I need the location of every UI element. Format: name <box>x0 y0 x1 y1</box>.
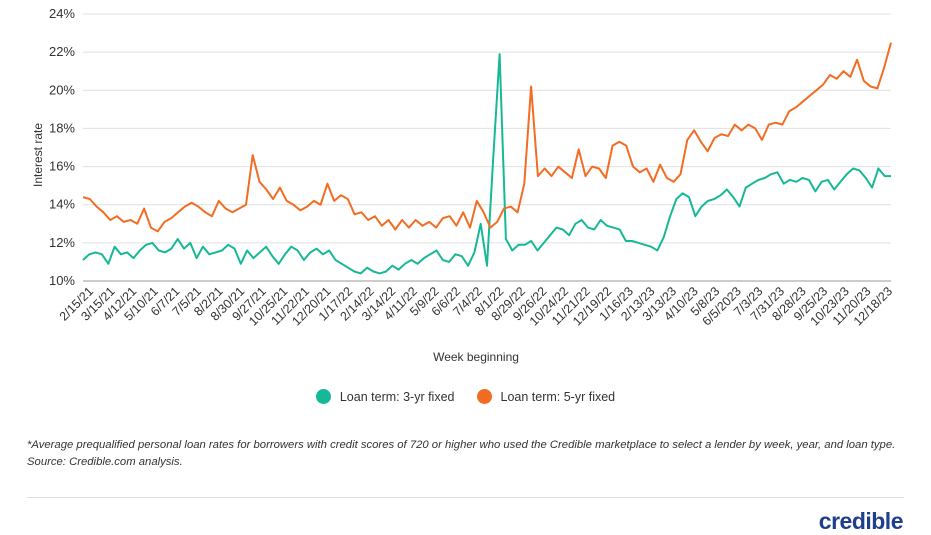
x-tick-labels: 2/15/213/15/214/12/215/10/216/7/217/5/21… <box>57 284 895 328</box>
legend-item-5yr: Loan term: 5-yr fixed <box>476 389 616 404</box>
line-chart: 10% 12% 14% 16% 18% 20% 22% 24% 2/15/213/15/214… <box>31 6 895 364</box>
legend: Loan term: 3-yr fixed Loan term: 5-yr fi… <box>0 389 931 404</box>
y-tick-label: 12% <box>49 235 75 250</box>
y-tick-label: 20% <box>49 82 75 97</box>
footnote: *Average prequalified personal loan rate… <box>27 439 896 468</box>
legend-label-3yr: Loan term: 3-yr fixed <box>339 389 455 404</box>
y-tick-label: 22% <box>49 44 75 59</box>
credible-logo: credible <box>818 508 904 534</box>
x-axis-title: Week beginning <box>433 350 519 364</box>
divider <box>27 497 904 498</box>
y-tick-label: 16% <box>49 159 75 174</box>
y-tick-label: 18% <box>49 120 75 135</box>
y-axis-title: Interest rate <box>31 123 45 187</box>
y-tick-label: 14% <box>49 197 75 212</box>
legend-item-3yr: Loan term: 3-yr fixed <box>315 389 455 404</box>
y-tick-label: 10% <box>49 273 75 288</box>
y-tick-label: 24% <box>49 6 75 21</box>
series-lines <box>82 42 892 275</box>
y-tick-labels: 10% 12% 14% 16% 18% 20% 22% 24% <box>49 6 75 288</box>
legend-swatch-5yr <box>476 389 492 404</box>
series-line-3yr <box>82 53 891 275</box>
series-line-5yr <box>82 42 892 233</box>
gridlines <box>83 13 891 282</box>
legend-label-5yr: Loan term: 5-yr fixed <box>500 389 616 404</box>
legend-swatch-3yr <box>315 389 331 404</box>
